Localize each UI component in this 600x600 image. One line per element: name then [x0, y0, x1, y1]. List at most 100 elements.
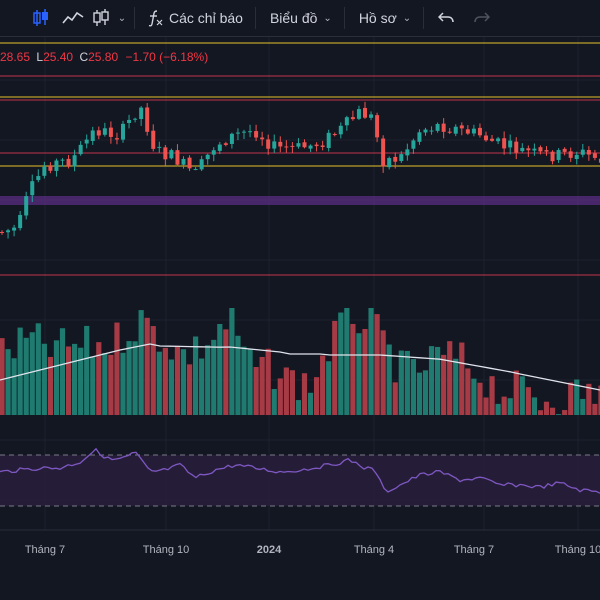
candle-body [84, 139, 89, 144]
volume-bar [368, 308, 374, 415]
line-chart-type-button[interactable] [58, 0, 88, 37]
candle-body [133, 118, 138, 120]
volume-bar [41, 343, 47, 415]
candle-body [30, 181, 35, 196]
candle-body [266, 139, 271, 149]
volume-bar [574, 379, 580, 415]
candle-body [568, 151, 573, 158]
volume-bar [59, 328, 66, 415]
volume-bar [53, 340, 60, 415]
candle-body [157, 146, 162, 148]
volume-bar [235, 335, 241, 415]
time-axis-label: 2024 [257, 544, 282, 556]
candle-body [296, 143, 301, 147]
volume-bar [84, 325, 90, 415]
candle-body [369, 114, 374, 118]
volume-bar [271, 388, 277, 415]
bars-chart-type-button[interactable] [88, 0, 114, 37]
volume-bar [392, 382, 398, 415]
volume-bar [598, 385, 600, 415]
chevron-down-icon: ⌄ [323, 12, 332, 24]
volume-bar [217, 324, 223, 415]
volume-bar [247, 348, 253, 415]
candles-chart-type-button[interactable] [24, 0, 58, 37]
candle-body [314, 144, 319, 147]
undo-button[interactable] [428, 0, 464, 37]
volume-bar [193, 336, 199, 415]
volume-bar [102, 353, 108, 415]
candle-body [363, 107, 367, 118]
candle-body [169, 150, 174, 159]
chevron-down-icon: ⌄ [117, 12, 127, 24]
candle-body [350, 117, 355, 120]
volume-bar [537, 410, 544, 415]
candle-body [453, 126, 458, 134]
volume-bar [453, 358, 459, 415]
volume-bar [386, 344, 392, 415]
candle-body [260, 137, 265, 140]
volume-bar [150, 326, 156, 415]
candle-body [229, 133, 234, 144]
volume-bar [277, 378, 283, 415]
candle-body [508, 140, 513, 148]
candlestick-series [0, 101, 600, 239]
volume-bar [199, 358, 205, 415]
candle-body [477, 127, 482, 136]
candle-body [121, 123, 125, 140]
indicators-button[interactable]: Các chỉ báo [139, 0, 251, 37]
volume-bar [180, 349, 187, 415]
time-axis-label: Tháng 4 [354, 544, 394, 556]
candle-body [72, 155, 77, 167]
volume-bar [65, 346, 72, 415]
chart-menu-button[interactable]: Biểu đồ ⌄ [260, 0, 340, 37]
candle-body [96, 130, 101, 136]
candle-body [544, 150, 549, 152]
volume-bar [543, 401, 550, 415]
price-chart-canvas[interactable]: Tháng 7 Tháng 10 2024 Tháng 4 Tháng 7 Tháng 1… [0, 37, 600, 600]
candle-body [66, 158, 71, 167]
rsi-pane [0, 447, 600, 507]
candle-body [175, 150, 180, 165]
volume-bar [326, 361, 332, 415]
candle-body [387, 158, 392, 168]
candle-body [290, 145, 295, 147]
candle-body [502, 138, 507, 149]
volume-bar [156, 351, 162, 415]
toolbar-divider [254, 7, 256, 29]
volume-bar [513, 370, 519, 415]
volume-bar [72, 343, 78, 415]
volume-bar [404, 350, 410, 415]
volume-bar [495, 403, 501, 415]
candle-body [0, 231, 4, 233]
volume-bar [47, 356, 53, 415]
volume-bar [138, 310, 144, 415]
chart-type-dropdown-button[interactable]: ⌄ [114, 0, 130, 37]
candle-body [375, 115, 380, 138]
volume-bar [525, 387, 531, 415]
volume-bar [410, 359, 416, 415]
toolbar-divider [134, 7, 135, 29]
time-axis-label: Tháng 10 [555, 544, 600, 556]
volume-bar [562, 410, 568, 415]
candle-body [592, 153, 597, 158]
candle-body [60, 159, 65, 161]
volume-bar [132, 341, 138, 415]
volume-series [0, 308, 600, 415]
candle-body [114, 138, 119, 140]
volume-bar [477, 382, 483, 415]
volume-bar [580, 398, 586, 415]
time-axis: Tháng 7 Tháng 10 2024 Tháng 4 Tháng 7 Tháng 1… [0, 529, 600, 556]
profile-menu-button[interactable]: Hồ sơ ⌄ [349, 0, 419, 37]
volume-bar [592, 403, 598, 415]
candle-body [193, 169, 198, 171]
candle-body [102, 128, 107, 135]
candle-body [465, 129, 470, 134]
candle-body [78, 144, 83, 155]
volume-bar [90, 356, 96, 415]
volume-bar [108, 354, 114, 415]
volume-bar [78, 347, 84, 415]
close-key: C [79, 50, 89, 64]
redo-button[interactable] [464, 0, 500, 37]
candle-body [18, 214, 23, 229]
volume-bar [307, 392, 314, 415]
